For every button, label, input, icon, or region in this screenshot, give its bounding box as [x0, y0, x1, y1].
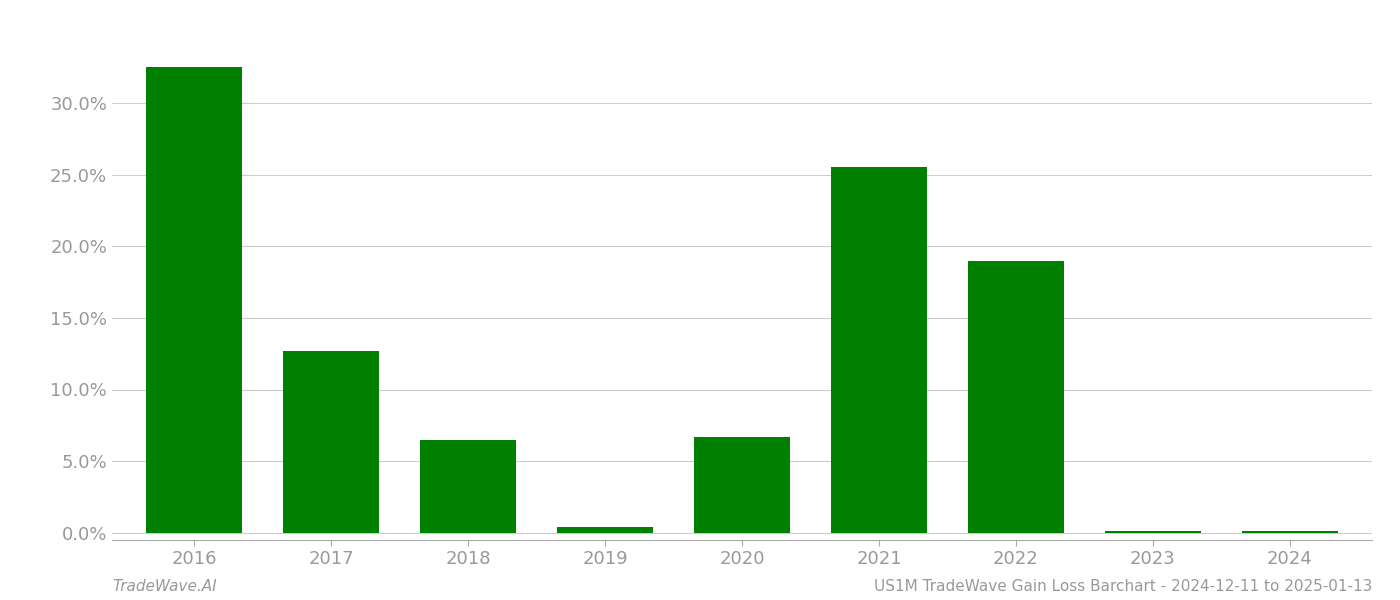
Bar	[694, 437, 790, 533]
Bar	[967, 260, 1064, 533]
Bar	[283, 351, 379, 533]
Text: TradeWave.AI: TradeWave.AI	[112, 579, 217, 594]
Text: US1M TradeWave Gain Loss Barchart - 2024-12-11 to 2025-01-13: US1M TradeWave Gain Loss Barchart - 2024…	[874, 579, 1372, 594]
Bar	[1242, 532, 1338, 533]
Bar	[832, 167, 927, 533]
Bar	[1105, 532, 1201, 533]
Bar	[557, 527, 652, 533]
Bar	[420, 440, 517, 533]
Bar	[146, 67, 242, 533]
